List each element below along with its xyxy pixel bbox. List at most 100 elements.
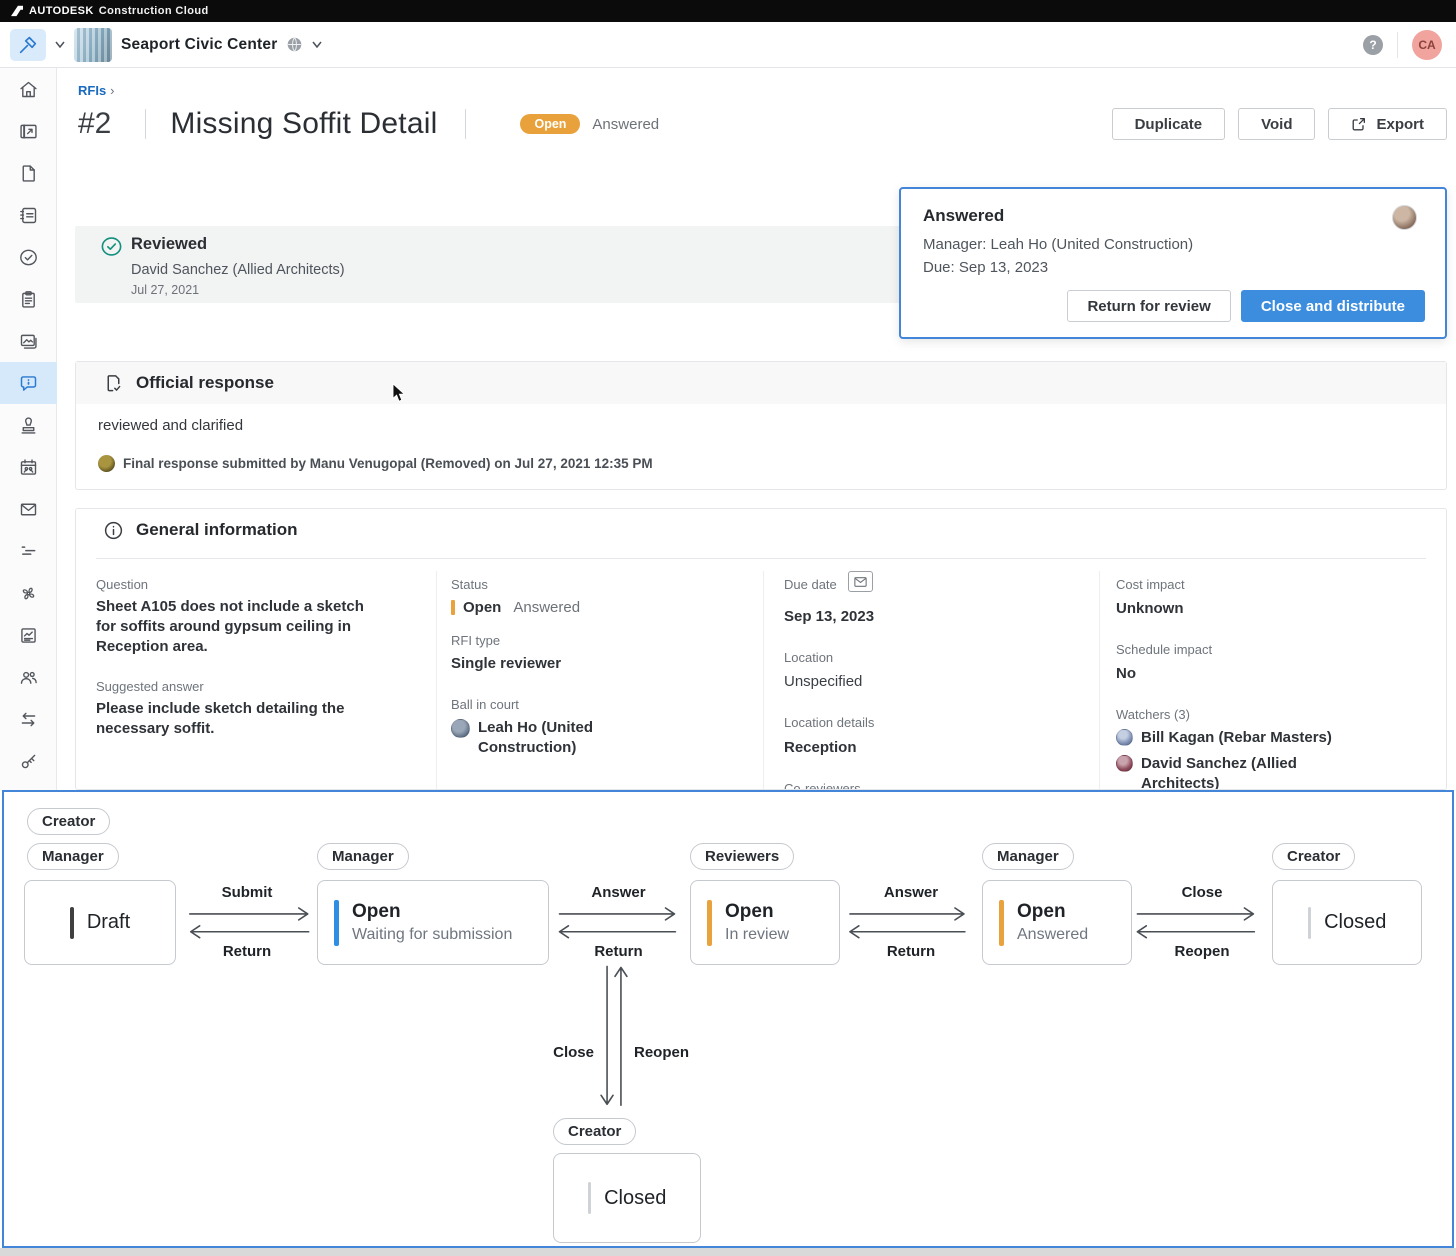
sidebar-item-photos[interactable] [0, 320, 57, 362]
close-and-distribute-button[interactable]: Close and distribute [1240, 290, 1425, 322]
watcher-name: David Sanchez (Allied Architects) [1141, 755, 1297, 790]
stamp-icon [21, 416, 36, 434]
transition-return: Return [594, 943, 643, 960]
void-button[interactable]: Void [1238, 108, 1316, 140]
status-answered-text: Answered [592, 115, 660, 133]
transition-close-vertical: Close [553, 1044, 594, 1061]
project-caret-icon[interactable] [312, 41, 323, 48]
rfi-title-row: #2 Missing Soffit Detail Open Answered [78, 104, 659, 144]
suggested-answer-label: Suggested answer [96, 679, 204, 694]
duplicate-button[interactable]: Duplicate [1111, 108, 1226, 140]
sidebar-item-settings[interactable] [0, 740, 57, 782]
duplicate-label: Duplicate [1134, 115, 1203, 133]
general-information-title: General information [136, 520, 298, 539]
sidebar-item-rfis[interactable] [0, 362, 57, 404]
report-icon [21, 627, 36, 643]
brand-name: AUTODESK [29, 5, 94, 17]
official-response-body: reviewed and clarified [98, 417, 244, 434]
autodesk-logo-icon [11, 5, 23, 17]
mouse-cursor [392, 383, 406, 402]
open-waiting-title: Open [352, 901, 401, 922]
closed-state-bar [1307, 906, 1312, 939]
clipboard-icon [22, 290, 35, 308]
transfer-arrows-icon [21, 712, 36, 726]
reviewed-person: David Sanchez (Allied Architects) [131, 262, 345, 278]
general-information-header: General information [76, 509, 1446, 551]
david-sanchez-avatar [1116, 755, 1133, 772]
brand-suffix: Construction Cloud [98, 5, 209, 17]
question-value: Sheet A105 does not include a sketch for… [96, 598, 364, 655]
product-picker-button[interactable] [10, 28, 46, 61]
watchers-label: Watchers (3) [1116, 707, 1190, 722]
left-nav-sidebar [0, 68, 57, 790]
user-avatar[interactable]: CA [1412, 29, 1442, 60]
sidebar-item-schedule[interactable] [0, 530, 57, 572]
sidebar-item-files[interactable] [0, 152, 57, 194]
due-date-notify-icon[interactable] [848, 571, 873, 592]
top-brand-bar: AUTODESK Construction Cloud [0, 0, 1456, 22]
envelope-small-icon [854, 576, 867, 587]
sidebar-item-bridge[interactable] [0, 698, 57, 740]
return-for-review-button[interactable]: Return for review [1067, 290, 1231, 322]
export-button[interactable]: Export [1328, 108, 1447, 140]
sidebar-item-reports[interactable] [0, 614, 57, 656]
help-button[interactable]: ? [1363, 34, 1383, 55]
void-label: Void [1261, 115, 1293, 133]
sidebar-item-forms[interactable] [0, 278, 57, 320]
role-pill-manager: Manager [317, 843, 409, 870]
reviewed-check-icon [101, 237, 122, 256]
response-submitted-line: Final response submitted by Manu Venugop… [123, 456, 653, 471]
sidebar-item-meetings[interactable] [0, 446, 57, 488]
watcher-row: David Sanchez (Allied Architects) [1116, 754, 1371, 790]
general-information-card: General information Question Sheet A105 … [75, 508, 1447, 790]
sidebar-item-assets[interactable] [0, 572, 57, 614]
project-thumbnail[interactable] [74, 27, 112, 62]
hammer-icon [19, 36, 37, 53]
answered-state-bar [999, 899, 1004, 946]
sidebar-item-home[interactable] [0, 68, 57, 110]
state-box-open-answered: Open Answered [982, 880, 1132, 965]
globe-icon [288, 37, 302, 52]
ball-in-court-person: Leah Ho (United Construction) [451, 718, 646, 758]
answered-panel-title: Answered [923, 206, 1005, 225]
section-divider [96, 558, 1426, 559]
status-value-row: Open Answered [451, 599, 580, 616]
sheets-icon [20, 123, 37, 139]
responder-avatar [98, 455, 115, 472]
cost-impact-label: Cost impact [1116, 577, 1185, 592]
sidebar-item-specifications[interactable] [0, 194, 57, 236]
header-divider [1397, 31, 1398, 58]
sidebar-item-submittals[interactable] [0, 404, 57, 446]
due-date-label: Due date [784, 577, 837, 592]
breadcrumb[interactable]: RFIs › [78, 83, 115, 98]
ball-in-court-label: Ball in court [451, 697, 519, 712]
status-answered: Answered [513, 599, 581, 616]
sidebar-item-sheets[interactable] [0, 110, 57, 152]
export-label: Export [1376, 115, 1424, 133]
sidebar-item-correspondence[interactable] [0, 488, 57, 530]
page-title: Missing Soffit Detail [170, 107, 438, 140]
transition-return: Return [886, 943, 936, 960]
product-caret-icon[interactable] [55, 41, 65, 48]
closed-bottom-state-label: Closed [604, 1186, 667, 1209]
rfi-type-label: RFI type [451, 633, 501, 648]
ball-in-court-name: Leah Ho (United Construction) [478, 719, 593, 756]
schedule-impact-value: No [1116, 665, 1136, 682]
answered-due-line: Due: Sep 13, 2023 [923, 259, 1049, 276]
transition-reopen: Reopen [1174, 943, 1230, 960]
column-divider [436, 571, 437, 789]
breadcrumb-rfis[interactable]: RFIs [78, 83, 107, 98]
manager-avatar [1392, 205, 1417, 230]
state-box-open-inreview: Open In review [690, 880, 840, 965]
fan-icon [22, 587, 35, 599]
state-box-closed-bottom: Closed [553, 1153, 701, 1243]
sidebar-item-issues[interactable] [0, 236, 57, 278]
members-icon [20, 671, 37, 684]
watcher-name: Bill Kagan (Rebar Masters) [1141, 729, 1332, 746]
sidebar-item-members[interactable] [0, 656, 57, 698]
open-inreview-title: Open [725, 901, 774, 922]
location-value: Unspecified [784, 673, 863, 690]
project-name[interactable]: Seaport Civic Center [121, 35, 278, 53]
rfi-chat-icon [20, 375, 37, 391]
